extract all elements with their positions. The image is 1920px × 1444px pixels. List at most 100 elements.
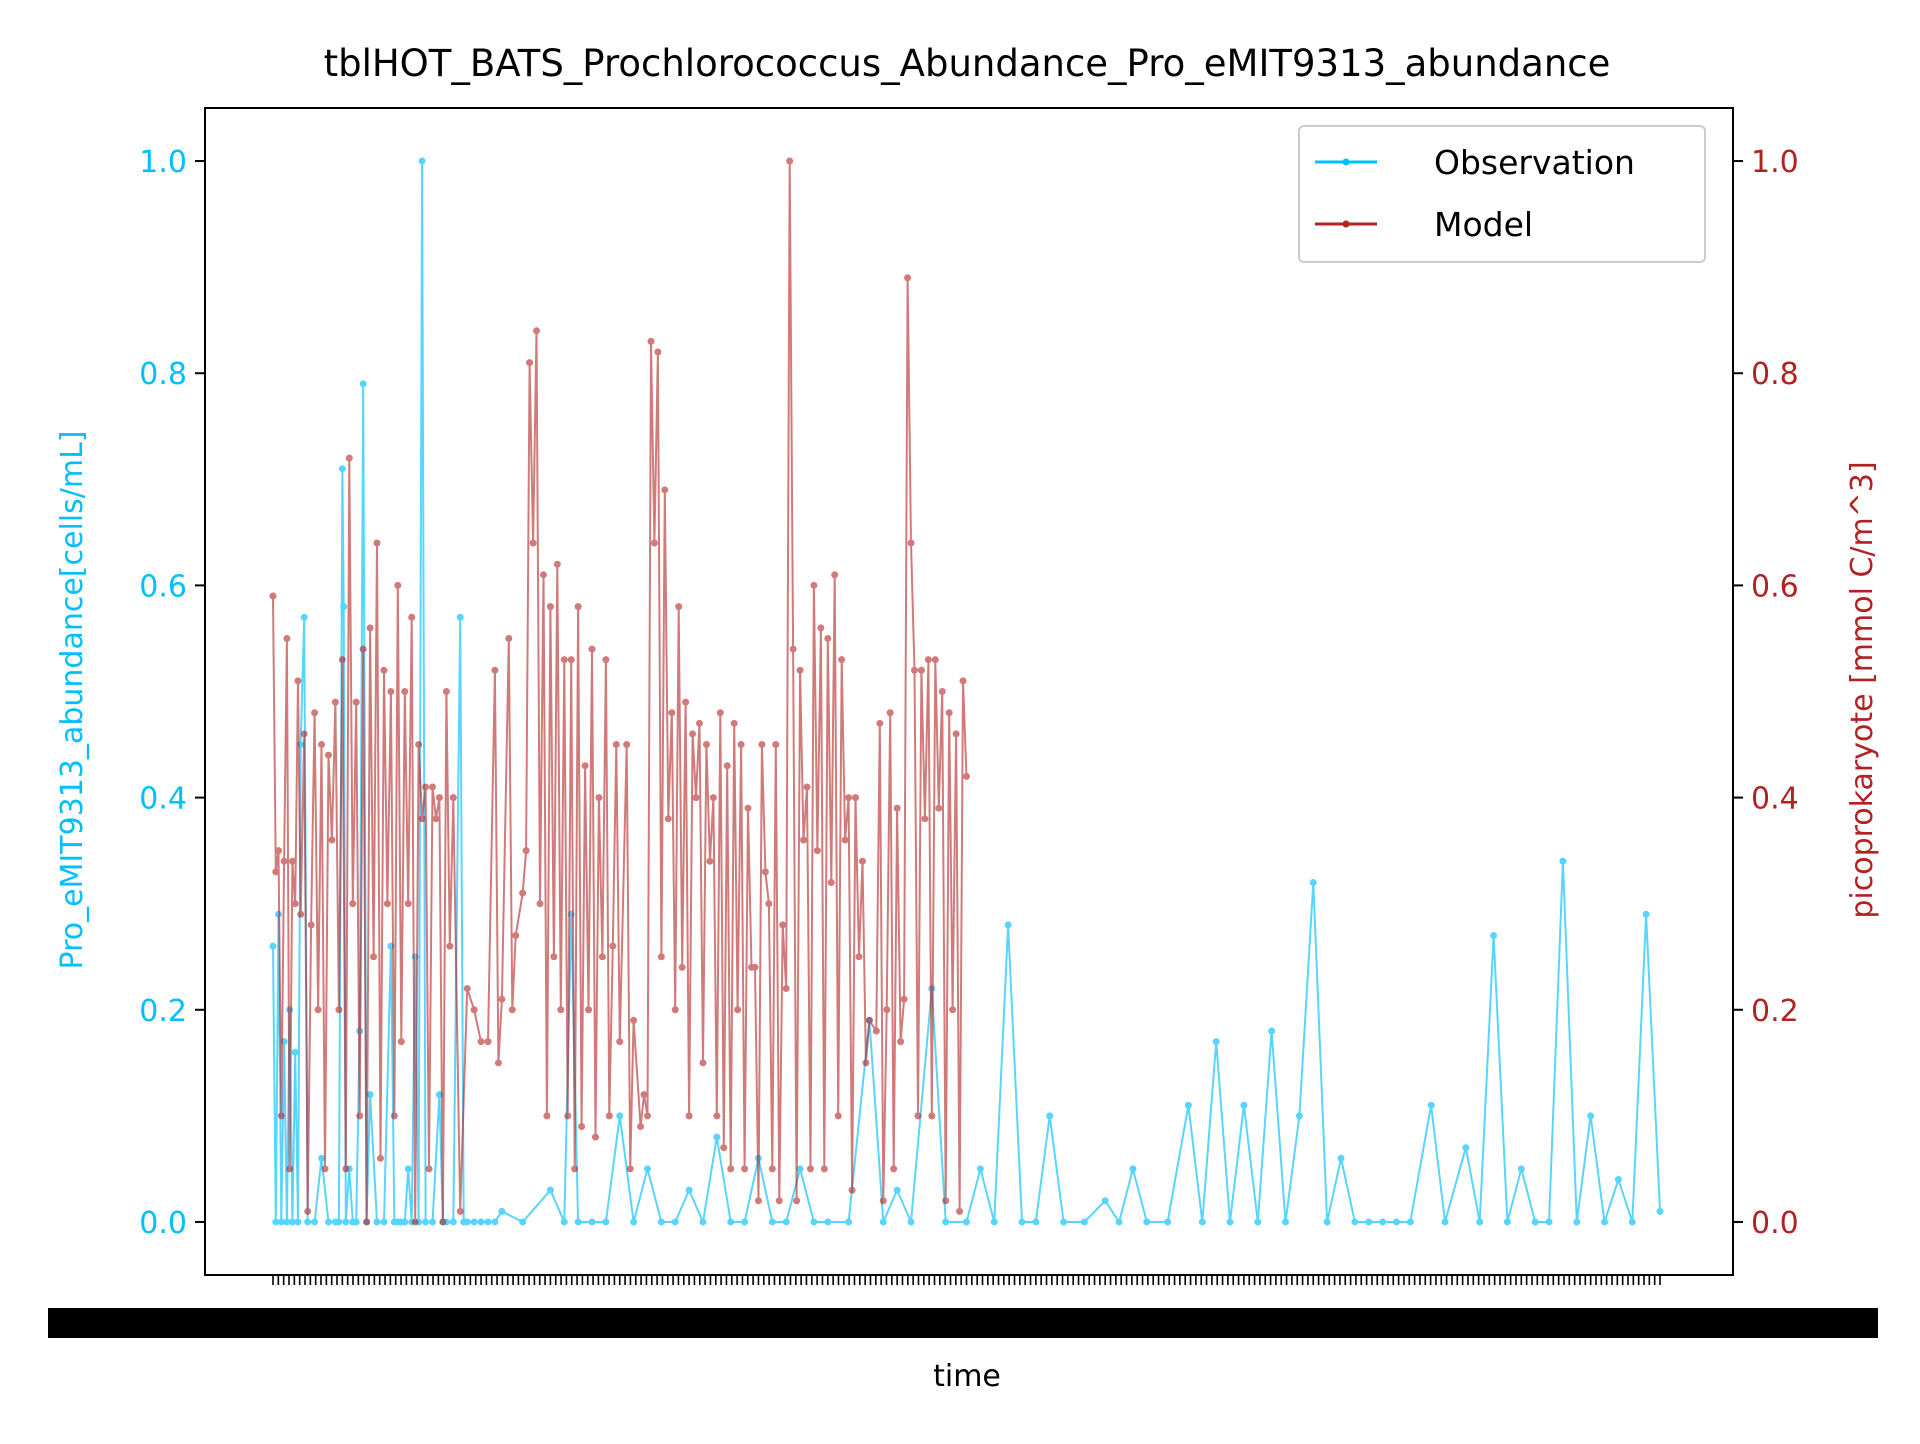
data-point-observation xyxy=(1198,1218,1206,1226)
data-point-model xyxy=(366,624,374,632)
data-point-model xyxy=(626,1165,634,1173)
data-point-model xyxy=(737,741,745,749)
data-point-observation xyxy=(1323,1218,1331,1226)
data-point-model xyxy=(779,921,787,929)
data-point-model xyxy=(408,613,416,621)
data-point-observation xyxy=(1614,1176,1622,1184)
data-point-model xyxy=(654,348,662,356)
data-point-model xyxy=(921,815,929,823)
data-point-model xyxy=(380,666,388,674)
data-point-model xyxy=(758,741,766,749)
data-point-model xyxy=(574,603,582,611)
data-point-model xyxy=(775,1197,783,1205)
data-point-observation xyxy=(796,1165,804,1173)
data-point-observation xyxy=(1115,1218,1123,1226)
data-point-model xyxy=(588,645,596,653)
data-point-model xyxy=(356,1112,364,1120)
data-point-model xyxy=(598,953,606,961)
data-point-model xyxy=(512,932,520,940)
data-point-model xyxy=(318,741,326,749)
data-point-model xyxy=(761,868,769,876)
data-point-model xyxy=(678,963,686,971)
data-point-observation xyxy=(879,1218,887,1226)
data-point-model xyxy=(456,1207,464,1215)
data-point-observation xyxy=(1164,1218,1172,1226)
data-point-model xyxy=(571,1165,579,1173)
data-point-model xyxy=(560,656,568,664)
data-point-model xyxy=(363,1218,371,1226)
data-point-model xyxy=(533,327,541,335)
data-point-model xyxy=(342,1165,350,1173)
data-point-model xyxy=(432,815,440,823)
data-point-model xyxy=(938,688,946,695)
data-point-observation xyxy=(1441,1218,1449,1226)
data-point-observation xyxy=(422,1218,430,1226)
data-point-model xyxy=(602,656,610,664)
data-point-model xyxy=(442,688,450,695)
data-point-observation xyxy=(657,1218,665,1226)
legend-observation-label: Observation xyxy=(1434,143,1635,182)
y-left-tick-label: 0.4 xyxy=(139,782,187,817)
data-point-observation xyxy=(671,1218,679,1226)
data-point-model xyxy=(879,1197,887,1205)
data-point-model xyxy=(862,1059,870,1067)
data-point-observation xyxy=(340,603,348,611)
data-point-observation xyxy=(1392,1218,1400,1226)
y-left-tick-label: 1.0 xyxy=(139,145,187,180)
data-point-observation xyxy=(463,1218,471,1226)
data-point-model xyxy=(876,719,884,727)
data-point-model xyxy=(942,1197,950,1205)
data-point-model xyxy=(335,1006,343,1014)
data-point-model xyxy=(637,1122,645,1130)
data-point-model xyxy=(269,592,277,600)
data-point-observation xyxy=(342,1218,350,1226)
data-point-model xyxy=(605,1112,613,1120)
data-point-model xyxy=(789,645,797,653)
data-point-observation xyxy=(810,1218,818,1226)
x-tick-labels-band xyxy=(48,1308,1878,1338)
data-point-model xyxy=(519,889,527,897)
data-point-model xyxy=(272,868,280,876)
data-point-model xyxy=(793,1197,801,1205)
data-point-observation xyxy=(845,1218,853,1226)
data-point-model xyxy=(682,698,690,706)
data-point-model xyxy=(494,1059,502,1067)
data-point-model xyxy=(484,1038,492,1046)
data-point-observation xyxy=(976,1165,984,1173)
data-point-model xyxy=(931,656,939,664)
series-model xyxy=(269,157,970,1226)
data-point-model xyxy=(373,539,381,547)
data-point-model xyxy=(612,741,620,749)
data-point-observation xyxy=(1337,1154,1345,1162)
data-point-observation xyxy=(470,1218,478,1226)
data-point-model xyxy=(550,953,558,961)
data-point-model xyxy=(723,762,731,770)
data-point-model xyxy=(297,910,305,918)
y-left-tick-label: 0.8 xyxy=(139,357,187,392)
data-point-model xyxy=(716,709,724,717)
data-point-model xyxy=(505,634,513,642)
data-point-observation xyxy=(380,1218,388,1226)
data-point-model xyxy=(751,963,759,971)
data-point-model xyxy=(845,794,853,802)
data-point-observation xyxy=(685,1186,693,1194)
data-point-model xyxy=(415,741,423,749)
data-point-model xyxy=(897,1038,905,1046)
data-point-observation xyxy=(1462,1144,1470,1152)
data-point-model xyxy=(904,274,912,282)
data-point-model xyxy=(477,1038,485,1046)
data-point-model xyxy=(924,656,932,664)
data-point-model xyxy=(338,656,346,664)
data-point-model xyxy=(952,730,960,738)
data-point-observation xyxy=(404,1165,412,1173)
y-right-tick-label: 0.0 xyxy=(1751,1206,1799,1241)
data-point-model xyxy=(418,815,426,823)
data-point-model xyxy=(557,1006,565,1014)
data-point-model xyxy=(810,581,818,589)
data-point-model xyxy=(288,857,296,865)
legend: Observation Model xyxy=(1298,125,1706,263)
data-point-observation xyxy=(1490,932,1498,940)
data-point-observation xyxy=(1531,1218,1539,1226)
data-point-model xyxy=(397,1038,405,1046)
data-point-model xyxy=(449,794,457,802)
